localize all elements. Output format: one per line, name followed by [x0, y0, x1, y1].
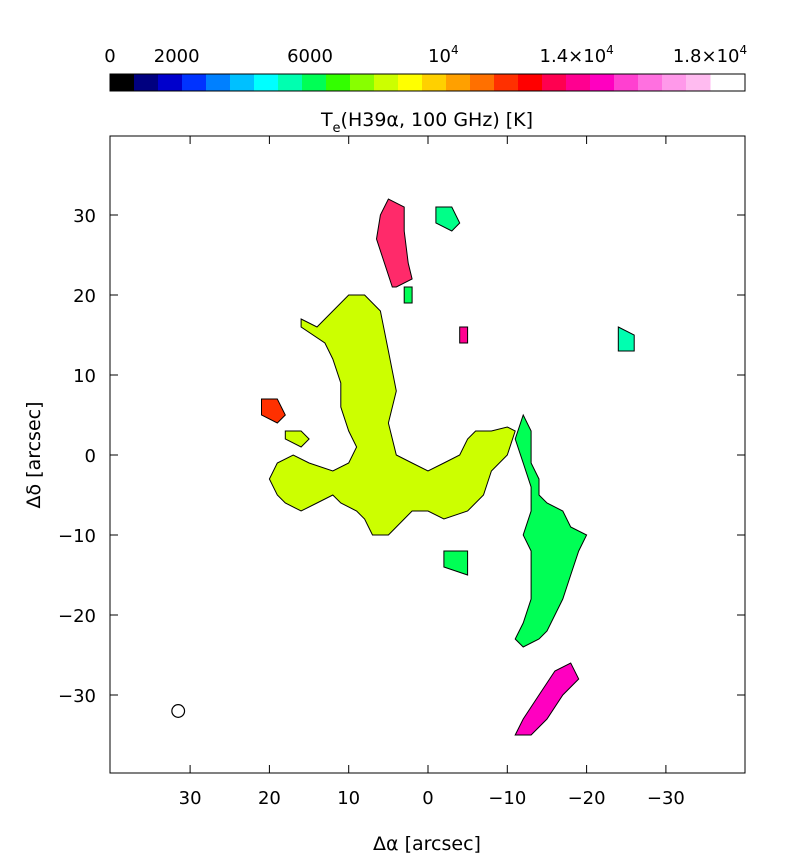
colorbar-tick-exponent: 4	[739, 43, 747, 57]
colorbar-cell	[350, 74, 375, 91]
title-subscript: e	[333, 121, 341, 136]
colorbar-tick-label: 1.4×104	[540, 43, 614, 67]
x-tick-label: −30	[647, 788, 685, 809]
colorbar-tick-base: 1.4×10	[540, 46, 607, 67]
title-rest: (H39α, 100 GHz) [K]	[341, 109, 534, 131]
colorbar-tick-base: 1.8×10	[673, 46, 740, 67]
x-axis-label: Δα [arcsec]	[373, 833, 481, 855]
colorbar-cell	[518, 74, 543, 91]
colorbar-cell	[182, 74, 207, 91]
region-central-ridge	[268, 294, 516, 536]
x-tick-label: 20	[258, 788, 281, 809]
x-tick-label: −10	[488, 788, 526, 809]
y-axis-ticks: 30 20 10 0 −10 −20 −30	[58, 206, 745, 707]
plot-area: 30 20 10 0 −10 −20 −30 30 20 10 0 −10 −20 −30	[58, 135, 746, 809]
colorbar-frame	[109, 73, 746, 92]
region-southern-tail	[514, 662, 580, 736]
region-clump-e-1	[459, 326, 469, 344]
y-tick-label: −10	[58, 526, 96, 547]
region-eastern-arm	[514, 413, 588, 648]
region-clump-e-2	[617, 326, 635, 352]
region-clump-w-1	[261, 398, 286, 424]
colorbar-tick-exponent: 4	[606, 43, 614, 57]
colorbar-cell	[326, 74, 351, 91]
colorbar-cell	[230, 74, 255, 91]
x-tick-label: 10	[337, 788, 360, 809]
region-clump-n-1	[403, 286, 413, 304]
colorbar-cell	[158, 74, 183, 91]
colorbar-tick-base: 2000	[154, 46, 200, 67]
colorbar-cell	[374, 74, 399, 91]
colorbar-cell	[422, 74, 447, 91]
colorbar-cell	[470, 74, 495, 91]
colorbar-tick-label: 2000	[154, 46, 200, 67]
y-tick-label: 20	[73, 286, 96, 307]
colorbar-tick-label: 6000	[287, 46, 333, 67]
region-clump-s-1	[443, 550, 469, 576]
region-northern-arm	[375, 198, 413, 288]
y-tick-label: −20	[58, 606, 96, 627]
y-tick-label: 0	[85, 446, 96, 467]
x-tick-label: 0	[422, 788, 433, 809]
colorbar-tick-label: 0	[104, 46, 115, 67]
colorbar-tick-base: 10	[428, 46, 451, 67]
colorbar-tick-base: 6000	[287, 46, 333, 67]
x-tick-label: −20	[568, 788, 606, 809]
colorbar-tick-base: 0	[104, 46, 115, 67]
y-axis-label: Δδ [arcsec]	[23, 401, 45, 508]
colorbar-cell	[590, 74, 615, 91]
colorbar-cell	[254, 74, 279, 91]
colorbar-cell	[686, 74, 711, 91]
colorbar-cell	[278, 74, 303, 91]
colorbar-cell	[614, 74, 639, 91]
plot-frame	[109, 135, 746, 774]
colorbar-cell	[662, 74, 687, 91]
y-tick-label: 10	[73, 366, 96, 387]
beam-circle	[171, 704, 186, 718]
colorbar-cell	[566, 74, 591, 91]
colorbar-cell	[302, 74, 327, 91]
region-clump-ne-1	[435, 206, 461, 232]
emission-regions	[261, 198, 635, 736]
x-tick-label: 30	[179, 788, 202, 809]
colorbar-cell	[110, 74, 135, 91]
colorbar-cell	[542, 74, 567, 91]
y-tick-label: 30	[73, 206, 96, 227]
colorbar-cell	[446, 74, 471, 91]
colorbar-tick-label: 104	[428, 43, 459, 67]
colorbar-tick-label: 1.8×104	[673, 43, 747, 67]
x-axis-ticks: 30 20 10 0 −10 −20 −30	[179, 136, 685, 809]
colorbar-tick-exponent: 4	[451, 43, 459, 57]
y-tick-label: −30	[58, 686, 96, 707]
title-main: T	[320, 109, 333, 131]
chart-title: Te(H39α, 100 GHz) [K]	[320, 109, 533, 136]
colorbar-cell	[638, 74, 663, 91]
region-clump-w-2	[284, 430, 310, 448]
colorbar: 0 2000 6000 104 1.4×104 1.8×104	[104, 43, 747, 92]
colorbar-cells	[110, 74, 711, 91]
colorbar-cell	[398, 74, 423, 91]
colorbar-cell	[206, 74, 231, 91]
colorbar-cell	[494, 74, 519, 91]
colorbar-cell	[134, 74, 159, 91]
colorbar-tick-labels: 0 2000 6000 104 1.4×104 1.8×104	[104, 43, 747, 67]
